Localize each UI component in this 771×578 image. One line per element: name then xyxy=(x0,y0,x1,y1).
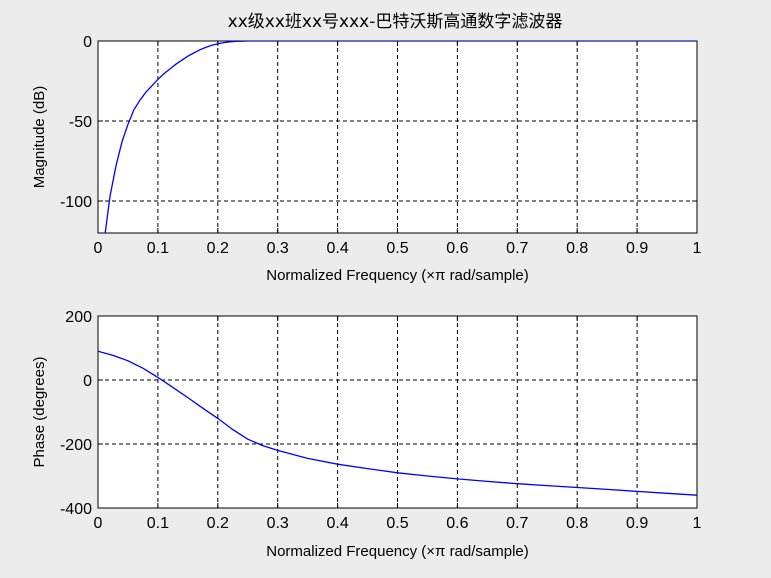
magnitude-x-tick-label: 0.4 xyxy=(326,240,348,257)
phase-y-axis-label: Phase (degrees) xyxy=(31,357,48,468)
magnitude-x-tick-label: 0.1 xyxy=(147,240,169,257)
phase-x-tick-label: 0.6 xyxy=(446,515,468,532)
magnitude-x-axis-label: Normalized Frequency (×π rad/sample) xyxy=(266,267,529,284)
phase-x-tick-label: 1 xyxy=(693,515,702,532)
magnitude-x-tick-label: 0.3 xyxy=(267,240,289,257)
phase-x-tick-label: 0.4 xyxy=(326,515,348,532)
phase-x-tick-label: 0.9 xyxy=(626,515,648,532)
magnitude-y-tick-label: 0 xyxy=(83,34,92,51)
magnitude-x-tick-label: 0.7 xyxy=(506,240,528,257)
phase-y-tick-label: -200 xyxy=(60,437,92,454)
magnitude-x-tick-label: 0.9 xyxy=(626,240,648,257)
phase-x-axis-label: Normalized Frequency (×π rad/sample) xyxy=(266,543,529,560)
phase-y-tick-label: -400 xyxy=(60,501,92,518)
magnitude-x-tick-label: 0.5 xyxy=(386,240,408,257)
magnitude-series-line xyxy=(104,41,697,233)
phase-y-tick-label: 0 xyxy=(83,373,92,390)
magnitude-x-tick-label: 0.2 xyxy=(207,240,229,257)
phase-axes: 0 0.1 0.2 0.3 0.4 0.5 0.6 0.7 0.8 0.9 1 200 0 -200 -40… xyxy=(31,309,702,560)
phase-x-tick-label: 0.1 xyxy=(147,515,169,532)
magnitude-y-axis-label: Magnitude (dB) xyxy=(31,86,48,189)
magnitude-y-tick-label: -100 xyxy=(60,194,92,211)
magnitude-y-tick-label: -50 xyxy=(69,114,92,131)
phase-series-line xyxy=(98,350,697,496)
figure-title: xx级xx班xx号xxx-巴特沃斯高通数字滤波器 xyxy=(228,12,563,32)
magnitude-axes: 0 0.1 0.2 0.3 0.4 0.5 0.6 0.7 0.8 0.9 1 0 -50 -100 Nor… xyxy=(31,34,702,284)
phase-y-tick-label: 200 xyxy=(65,309,92,326)
phase-x-tick-label: 0.5 xyxy=(386,515,408,532)
phase-x-tick-label: 0.7 xyxy=(506,515,528,532)
phase-x-tick-label: 0.2 xyxy=(207,515,229,532)
magnitude-x-tick-label: 0 xyxy=(94,240,103,257)
phase-x-tick-label: 0 xyxy=(94,515,103,532)
magnitude-x-tick-label: 0.6 xyxy=(446,240,468,257)
magnitude-x-tick-label: 1 xyxy=(693,240,702,257)
phase-x-tick-label: 0.3 xyxy=(267,515,289,532)
magnitude-x-tick-label: 0.8 xyxy=(566,240,588,257)
phase-x-tick-label: 0.8 xyxy=(566,515,588,532)
